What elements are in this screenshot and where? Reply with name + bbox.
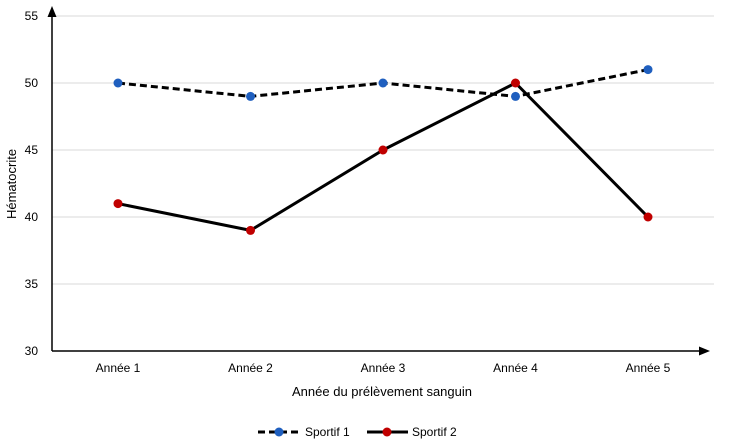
x-axis-title: Année du prélèvement sanguin: [292, 384, 472, 399]
y-tick-label: 50: [25, 76, 39, 90]
y-tick-label: 30: [25, 344, 39, 358]
data-point-sportif-1: [378, 78, 388, 88]
data-point-sportif-2: [511, 78, 520, 88]
y-tick-label: 40: [25, 210, 39, 224]
legend-item-sportif-1: Sportif 1: [258, 425, 350, 439]
data-point-sportif-1: [511, 91, 520, 101]
legend-item-sportif-2: Sportif 2: [367, 425, 457, 439]
series-line-sportif-2: [117, 81, 650, 232]
y-axis-arrow: [47, 6, 57, 17]
data-point-sportif-1: [643, 65, 653, 75]
data-point-sportif-2: [643, 212, 653, 222]
y-tick-label: 45: [25, 143, 39, 157]
y-axis-title: Hématocrite: [4, 149, 19, 219]
data-point-sportif-2: [113, 199, 123, 209]
axes: [47, 6, 710, 356]
x-tick-labels: Année 1 Année 2 Année 3 Année 4 Année 5: [96, 361, 671, 375]
y-tick-labels: 30 35 40 45 50 55: [25, 9, 39, 358]
x-tick-label: Année 3: [361, 361, 406, 375]
data-point-sportif-1: [246, 91, 255, 101]
x-tick-label: Année 1: [96, 361, 141, 375]
series-markers: [113, 65, 653, 235]
data-point-sportif-2: [246, 225, 255, 235]
legend-marker-sportif-1: [274, 427, 284, 437]
legend-label-sportif-1: Sportif 1: [305, 425, 350, 439]
legend-marker-sportif-2: [382, 427, 392, 437]
data-point-sportif-2: [378, 145, 388, 155]
y-tick-label: 55: [25, 9, 39, 23]
x-tick-label: Année 2: [228, 361, 273, 375]
x-tick-label: Année 4: [493, 361, 538, 375]
data-point-sportif-1: [113, 78, 123, 88]
x-axis-arrow: [699, 346, 710, 356]
legend: Sportif 1 Sportif 2: [258, 425, 457, 439]
x-tick-label: Année 5: [626, 361, 671, 375]
legend-label-sportif-2: Sportif 2: [412, 425, 457, 439]
y-tick-label: 35: [25, 277, 39, 291]
